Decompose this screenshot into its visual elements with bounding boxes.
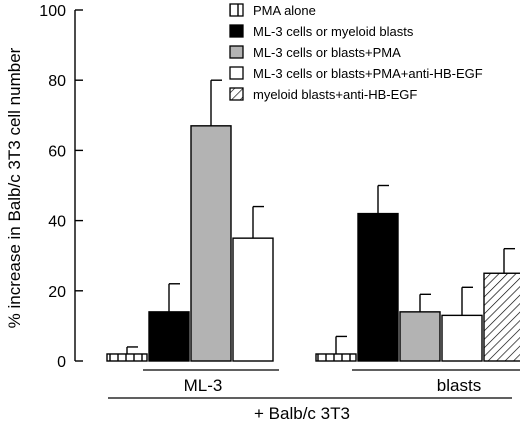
legend-label-0: PMA alone [253,3,316,18]
x-axis-title: + Balb/c 3T3 [254,404,350,423]
y-tick-label: 40 [48,214,66,231]
bar-1-4 [483,272,520,362]
group-label-1: blasts [437,376,481,395]
legend-swatch-2 [229,45,244,59]
group-label-0: ML-3 [184,376,223,395]
legend-swatch-0 [229,3,244,17]
legend-label-1: ML-3 cells or myeloid blasts [253,24,414,39]
legend-label-3: ML-3 cells or blasts+PMA+anti-HB-EGF [253,66,483,81]
y-axis-title: % increase in Balb/c 3T3 cell number [5,47,24,328]
y-tick-label: 60 [48,143,66,160]
y-tick-label: 20 [48,284,66,301]
bar-0-3 [232,237,274,362]
y-tick-label: 100 [39,3,66,20]
bars [106,79,520,362]
bar-0-1 [148,311,190,362]
bar-1-1 [357,212,399,362]
y-tick-label: 0 [57,354,66,371]
y-axis: 0 20 40 60 80 100 [39,3,83,371]
bar-1-3 [441,314,483,362]
legend-swatch-3 [229,66,244,80]
bar-1-0 [315,353,357,362]
bar-0-0 [106,353,148,362]
legend-label-2: ML-3 cells or blasts+PMA [253,45,401,60]
legend: PMA alone ML-3 cells or myeloid blasts ML-… [229,3,483,102]
legend-swatch-4 [229,87,244,101]
group-labels: ML-3 blasts [143,369,520,395]
legend-label-4: myeloid blasts+anti-HB-EGF [253,87,417,102]
bar-1-2 [399,311,441,362]
bar-0-2 [190,125,232,362]
legend-swatch-1 [229,24,244,38]
y-tick-label: 80 [48,73,66,90]
